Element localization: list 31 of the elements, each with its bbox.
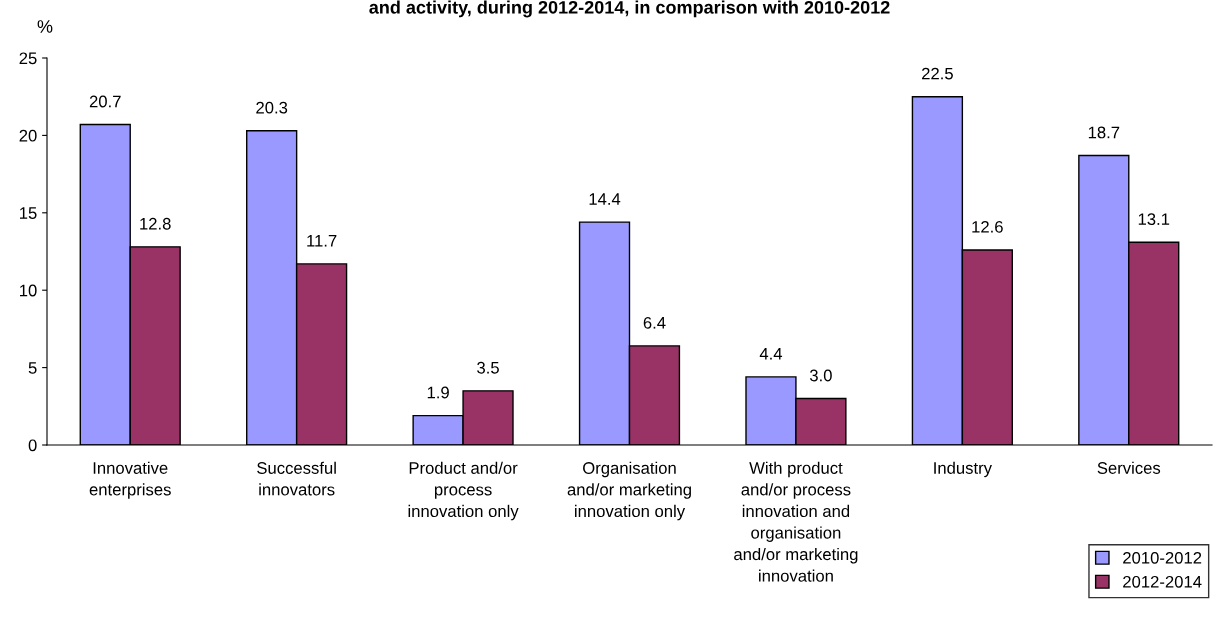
x-tick-label: Services — [1097, 461, 1161, 474]
data-label: 12.6 — [972, 220, 1003, 233]
data-label: 12.8 — [140, 217, 171, 230]
y-tick-label: 25 — [19, 52, 37, 65]
data-label: 20.3 — [256, 101, 288, 114]
data-label: 11.7 — [307, 235, 337, 247]
y-tick-label: 10 — [20, 284, 37, 297]
data-label: 14.4 — [589, 193, 621, 205]
data-label: 22.5 — [922, 67, 953, 80]
x-tick-label: Successful innovators — [257, 461, 336, 496]
y-tick-label: 5 — [28, 362, 37, 374]
x-tick-label: Product and/or process innovation only — [408, 461, 519, 521]
data-label: 1.9 — [427, 386, 449, 399]
x-tick-label: Innovative enterprises — [89, 461, 171, 499]
y-axis-title: % — [37, 20, 53, 33]
x-tick-label: Organisation and/or marketing innovation only — [567, 461, 691, 521]
data-label: 3.0 — [809, 369, 832, 382]
y-tick-label: 0 — [28, 439, 37, 452]
legend-label: 2012-2014 — [1123, 575, 1202, 588]
chart-title: and activity, during 2012-2014, in comparison with 2010-2012 — [369, 0, 890, 18]
data-label: 18.7 — [1088, 126, 1120, 139]
data-label: 20.7 — [89, 95, 121, 108]
legend-label: 2010-2012 — [1123, 551, 1202, 564]
data-label: 13.1 — [1138, 213, 1170, 226]
data-label: 4.4 — [759, 348, 783, 360]
data-label: 6.4 — [643, 316, 666, 329]
x-tick-label: Industry — [934, 461, 992, 478]
data-label: 3.5 — [477, 361, 499, 374]
x-tick-label: With product and/or process innovation and organisation and/or marketing innovation — [734, 461, 858, 582]
y-tick-label: 20 — [19, 129, 37, 142]
y-tick-label: 15 — [20, 207, 37, 219]
